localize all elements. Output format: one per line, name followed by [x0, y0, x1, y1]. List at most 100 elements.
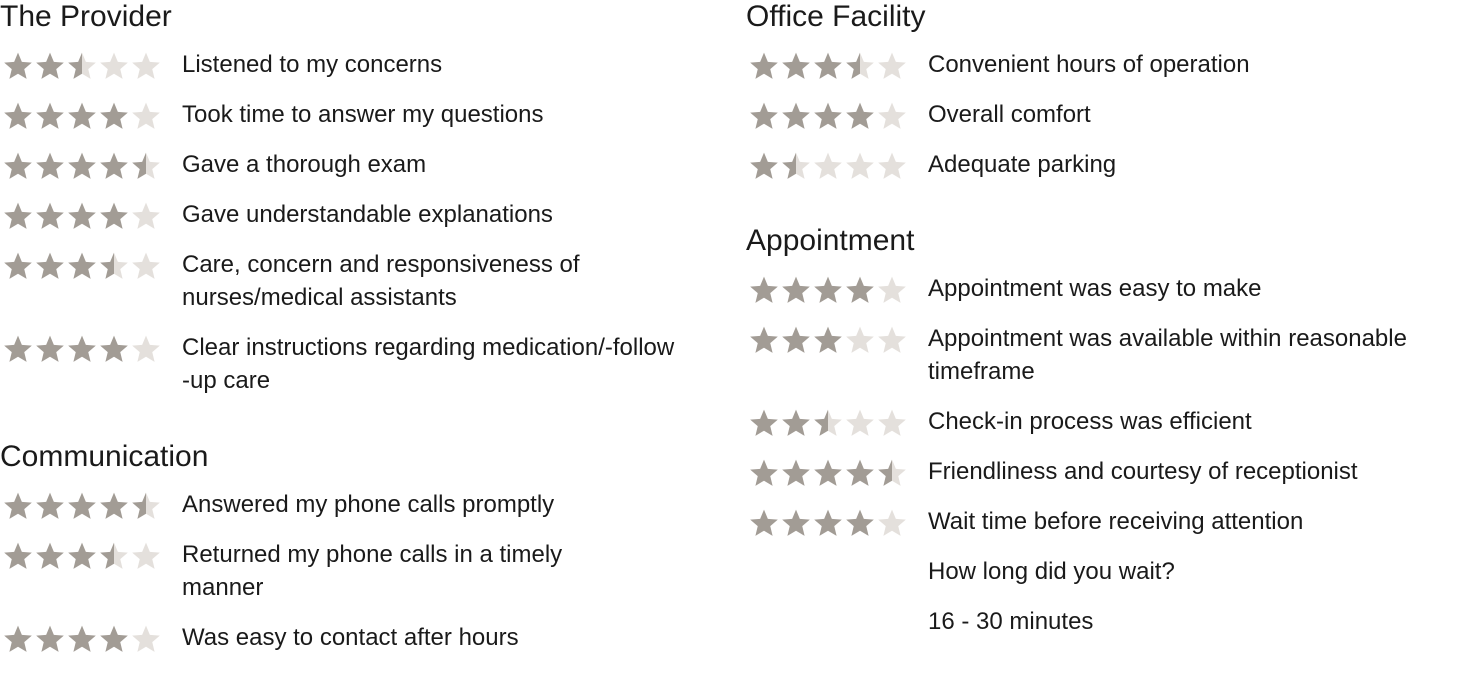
star-filled-icon — [814, 276, 842, 303]
star-filled-icon — [100, 102, 128, 129]
rating-row: Care, concern and responsiveness of nurs… — [0, 248, 700, 331]
star-empty-icon — [878, 409, 906, 436]
section-title: Office Facility — [746, 0, 926, 33]
star-filled-icon — [68, 542, 96, 569]
right-column: Office Facility Convenient hours of oper… — [746, 0, 1476, 655]
rating-row: Listened to my concerns — [0, 48, 700, 98]
rating-row: Check-in process was efficient — [746, 405, 1476, 455]
star-filled-icon — [4, 252, 32, 279]
star-rating — [0, 251, 182, 281]
star-filled-icon — [4, 625, 32, 652]
rating-label: Wait time before receiving attention — [928, 508, 1304, 535]
info-row: 16 - 30 minutes — [746, 605, 1476, 655]
rating-row: Friendliness and courtesy of receptionis… — [746, 455, 1476, 505]
star-filled-icon — [782, 52, 810, 79]
rating-label: Returned my phone calls in a timely mann… — [182, 541, 563, 601]
star-filled-icon — [750, 459, 778, 486]
star-rating — [0, 541, 182, 571]
star-filled-icon — [36, 625, 64, 652]
star-filled-icon — [4, 52, 32, 79]
star-empty-icon — [100, 52, 128, 79]
star-filled-icon — [782, 409, 810, 436]
star-filled-icon — [782, 276, 810, 303]
rating-row: Gave understandable explanations — [0, 198, 700, 248]
rating-row: Took time to answer my questions — [0, 98, 700, 148]
star-filled-icon — [68, 152, 96, 179]
info-row: How long did you wait? — [746, 555, 1476, 605]
star-rating — [746, 508, 928, 538]
star-empty-icon — [132, 102, 160, 129]
rating-row: Gave a thorough exam — [0, 148, 700, 198]
star-empty-icon — [846, 326, 874, 353]
star-rating — [0, 201, 182, 231]
star-filled-icon — [68, 492, 96, 519]
star-empty-icon — [132, 542, 160, 569]
wait-question: How long did you wait? — [928, 558, 1175, 585]
star-filled-icon — [846, 509, 874, 536]
star-filled-icon — [36, 202, 64, 229]
rating-row: Returned my phone calls in a timely mann… — [0, 538, 700, 621]
rating-label: Listened to my concerns — [182, 51, 443, 78]
rating-row: Wait time before receiving attention — [746, 505, 1476, 555]
rating-label: Was easy to contact after hours — [182, 624, 519, 651]
wait-answer: 16 - 30 minutes — [928, 608, 1094, 635]
rating-label: Appointment was easy to make — [928, 275, 1262, 302]
star-half-icon — [878, 459, 906, 486]
rating-row: Was easy to contact after hours — [0, 621, 700, 671]
section-title: The Provider — [0, 0, 172, 33]
star-filled-icon — [36, 492, 64, 519]
rating-label: Answered my phone calls promptly — [182, 491, 555, 518]
section-title: Communication — [0, 440, 209, 473]
star-filled-icon — [750, 52, 778, 79]
star-filled-icon — [4, 492, 32, 519]
star-filled-icon — [4, 542, 32, 569]
star-filled-icon — [36, 152, 64, 179]
rating-row: Appointment was easy to make — [746, 272, 1476, 322]
rating-label: Check-in process was efficient — [928, 408, 1252, 435]
star-rating — [0, 624, 182, 654]
star-empty-icon — [878, 52, 906, 79]
rating-label: Overall comfort — [928, 101, 1091, 128]
section-the-provider: The Provider Listened to my concerns Too… — [0, 0, 700, 414]
star-empty-icon — [132, 335, 160, 362]
star-rating — [0, 334, 182, 364]
rating-label: Gave a thorough exam — [182, 151, 427, 178]
star-filled-icon — [100, 492, 128, 519]
rating-label: Friendliness and courtesy of receptionis… — [928, 458, 1358, 485]
star-filled-icon — [36, 102, 64, 129]
star-filled-icon — [814, 102, 842, 129]
star-rating — [0, 51, 182, 81]
rating-row: Answered my phone calls promptly — [0, 488, 700, 538]
section-appointment: Appointment Appointment was easy to make… — [746, 224, 1476, 655]
star-empty-icon — [878, 276, 906, 303]
star-empty-icon — [132, 625, 160, 652]
star-filled-icon — [846, 102, 874, 129]
rating-row: Convenient hours of operation — [746, 48, 1476, 98]
section-communication: Communication Answered my phone calls pr… — [0, 440, 700, 671]
star-rating — [0, 491, 182, 521]
star-filled-icon — [100, 202, 128, 229]
star-filled-icon — [100, 335, 128, 362]
rating-row: Overall comfort — [746, 98, 1476, 148]
star-empty-icon — [132, 202, 160, 229]
star-rating — [746, 325, 928, 355]
star-filled-icon — [4, 202, 32, 229]
star-filled-icon — [750, 326, 778, 353]
star-empty-icon — [132, 252, 160, 279]
star-empty-icon — [132, 52, 160, 79]
star-filled-icon — [814, 52, 842, 79]
star-filled-icon — [68, 335, 96, 362]
star-rating — [746, 408, 928, 438]
star-filled-icon — [750, 152, 778, 179]
star-filled-icon — [68, 625, 96, 652]
star-filled-icon — [4, 102, 32, 129]
star-filled-icon — [782, 326, 810, 353]
star-rating — [0, 151, 182, 181]
star-filled-icon — [782, 459, 810, 486]
rating-label: Appointment was available within reasona… — [928, 325, 1407, 385]
star-filled-icon — [750, 409, 778, 436]
rating-row: Adequate parking — [746, 148, 1476, 198]
star-filled-icon — [68, 252, 96, 279]
rating-label: Clear instructions regarding medication/… — [182, 334, 675, 394]
star-filled-icon — [100, 152, 128, 179]
